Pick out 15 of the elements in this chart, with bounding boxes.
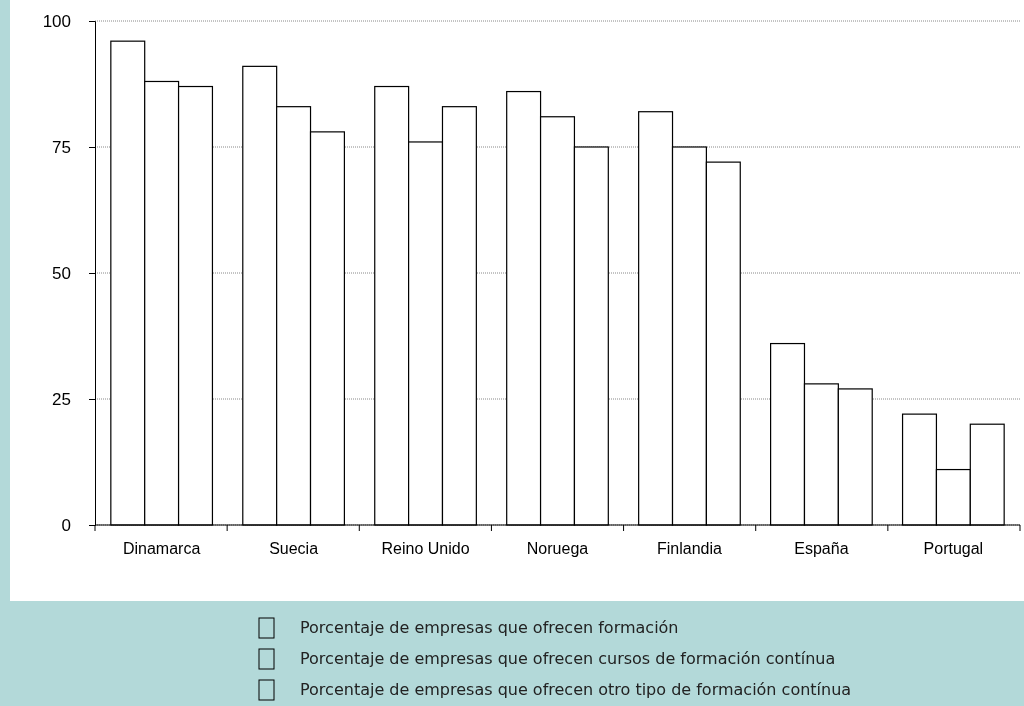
legend-label: Porcentaje de empresas que ofrecen otro tipo de formación contínua (300, 680, 852, 699)
x-tick-label: Portugal (923, 540, 984, 558)
x-tick-label: Finlandia (656, 540, 723, 558)
y-tick-label: 25 (52, 389, 71, 409)
y-tick-label: 100 (42, 11, 71, 31)
x-tick-label: Noruega (526, 540, 589, 558)
legend-label: Porcentaje de empresas que ofrecen formación (300, 618, 679, 637)
y-tick-label: 75 (52, 137, 71, 157)
x-tick-label: Dinamarca (122, 540, 201, 558)
x-tick-label: Reino Unido (381, 540, 470, 558)
legend-label: Porcentaje de empresas que ofrecen cursos de formación contínua (300, 649, 836, 668)
x-tick-label: España (794, 540, 849, 558)
y-tick-label: 0 (61, 515, 71, 535)
x-tick-label: Suecia (269, 540, 319, 558)
y-tick-label: 50 (52, 263, 71, 283)
